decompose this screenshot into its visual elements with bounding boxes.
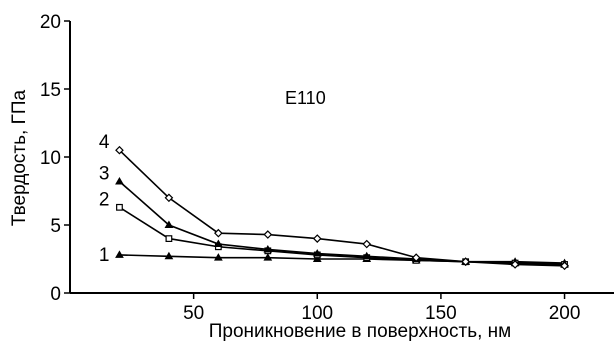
series-4 (115, 145, 569, 271)
data-point (115, 145, 124, 155)
y-tick-label: 20 (40, 12, 61, 33)
chart-annotation: E110 (285, 88, 326, 108)
data-point (312, 249, 322, 257)
data-point (115, 250, 124, 258)
series-label-2: 2 (99, 189, 110, 210)
series-3 (115, 176, 569, 268)
data-point (213, 239, 223, 248)
series-line-2 (119, 206, 565, 266)
x-axis-label: Проникновение в поверхность, нм (209, 321, 511, 342)
data-point (164, 251, 174, 260)
y-tick-label: 5 (50, 216, 61, 237)
series-label-4: 4 (99, 132, 110, 153)
data-point (165, 235, 173, 243)
data-point (362, 239, 372, 249)
chart-axes (69, 21, 614, 294)
data-point (362, 251, 372, 260)
series-line-3 (118, 180, 565, 266)
series-line-4 (118, 149, 565, 267)
data-point (263, 230, 273, 239)
data-point (164, 193, 174, 203)
y-tick-label: 0 (50, 284, 61, 305)
chart-labels: 1 2 3 4 (99, 132, 110, 266)
x-tick-label: 50 (183, 303, 204, 324)
data-point (312, 234, 322, 243)
chart-series (115, 145, 569, 271)
data-point (312, 254, 322, 262)
data-point (214, 228, 223, 238)
data-point (510, 260, 520, 269)
data-point (263, 253, 273, 261)
y-axis-label: Твердость, ГПа (9, 89, 30, 226)
series-2 (116, 203, 568, 268)
data-point (411, 253, 421, 262)
y-tick-label: 15 (40, 80, 61, 101)
x-tick-label: 100 (301, 303, 333, 324)
data-point (164, 220, 174, 228)
data-point (213, 253, 223, 261)
chart-ticks: 50 100 150 200 0 5 10 15 20 (40, 12, 581, 324)
series-label-3: 3 (99, 163, 110, 184)
y-tick-label: 10 (40, 148, 61, 169)
x-tick-label: 150 (425, 303, 457, 324)
data-point (461, 257, 470, 267)
data-point (560, 261, 569, 271)
data-point (263, 244, 273, 253)
x-tick-label: 200 (549, 303, 581, 324)
data-point (115, 176, 124, 185)
data-point (116, 203, 123, 211)
series-label-1: 1 (99, 245, 110, 266)
